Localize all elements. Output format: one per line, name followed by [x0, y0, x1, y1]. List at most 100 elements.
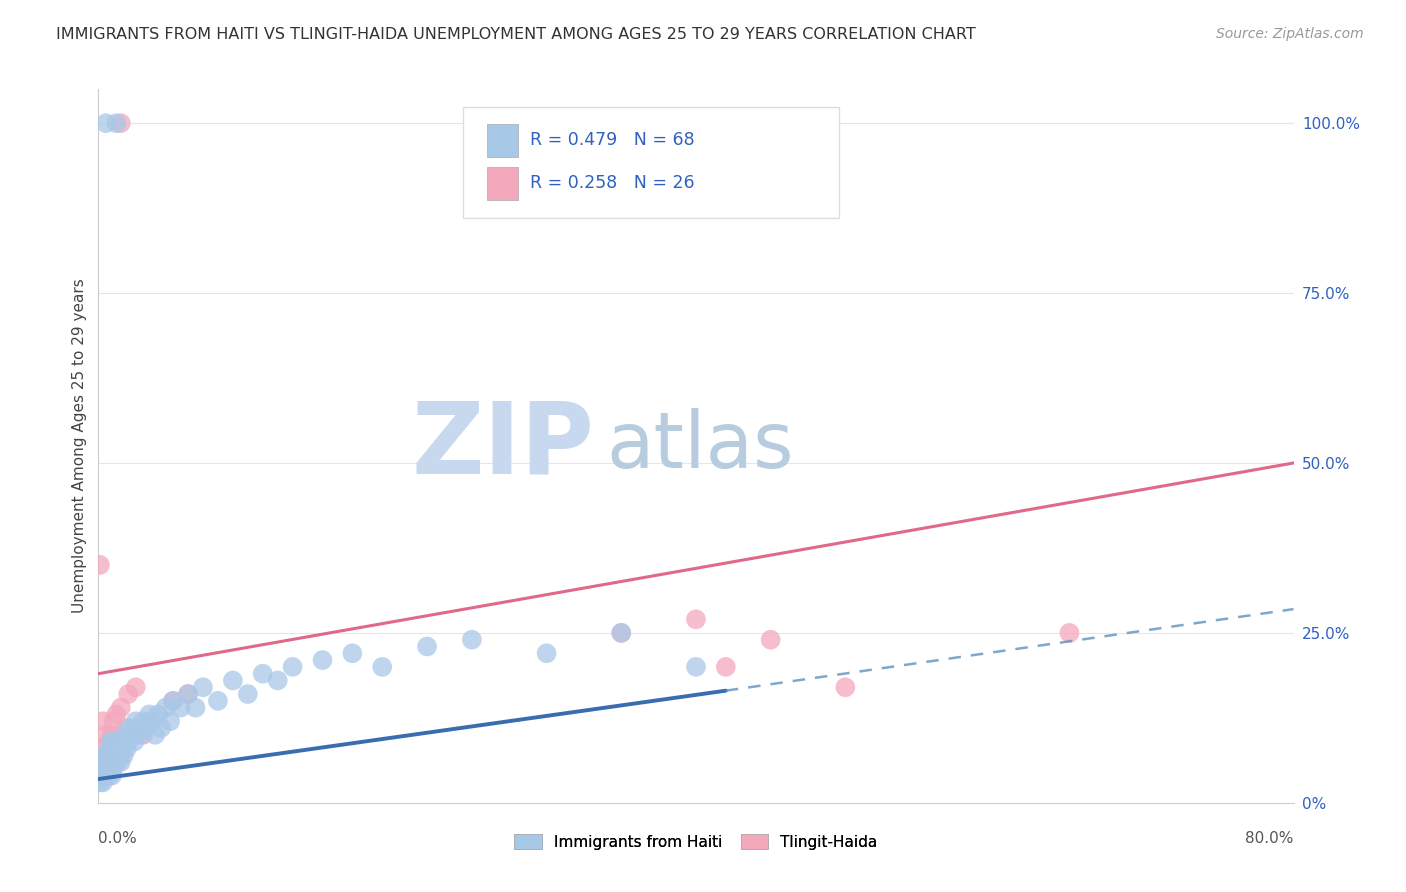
- Point: [1059, 626, 1081, 640]
- Point: [93, 769, 115, 783]
- Point: [96, 762, 118, 776]
- Point: [461, 632, 484, 647]
- Text: IMMIGRANTS FROM HAITI VS TLINGIT-HAIDA UNEMPLOYMENT AMONG AGES 25 TO 29 YEARS CO: IMMIGRANTS FROM HAITI VS TLINGIT-HAIDA U…: [56, 27, 976, 42]
- Point: [101, 748, 124, 763]
- Point: [94, 728, 117, 742]
- Point: [114, 721, 136, 735]
- Legend: Immigrants from Haiti, Tlingit-Haida: Immigrants from Haiti, Tlingit-Haida: [508, 828, 884, 855]
- Point: [129, 728, 152, 742]
- Point: [94, 755, 117, 769]
- Point: [93, 755, 115, 769]
- Point: [162, 694, 184, 708]
- Point: [281, 660, 304, 674]
- Point: [685, 660, 707, 674]
- Point: [222, 673, 245, 688]
- Point: [90, 755, 112, 769]
- Point: [112, 748, 135, 763]
- Point: [94, 116, 117, 130]
- Point: [114, 728, 136, 742]
- Point: [834, 680, 856, 694]
- Point: [104, 755, 127, 769]
- Point: [148, 707, 170, 722]
- Point: [124, 734, 146, 748]
- Point: [98, 741, 122, 756]
- FancyBboxPatch shape: [486, 167, 517, 200]
- Point: [714, 660, 737, 674]
- Point: [610, 626, 633, 640]
- Point: [685, 612, 707, 626]
- Point: [252, 666, 274, 681]
- Text: R = 0.479   N = 68: R = 0.479 N = 68: [530, 131, 695, 149]
- Point: [110, 755, 132, 769]
- Point: [98, 734, 122, 748]
- Point: [101, 728, 124, 742]
- Point: [125, 680, 148, 694]
- Point: [105, 116, 128, 130]
- Y-axis label: Unemployment Among Ages 25 to 29 years: Unemployment Among Ages 25 to 29 years: [72, 278, 87, 614]
- Point: [103, 714, 125, 729]
- FancyBboxPatch shape: [486, 124, 517, 157]
- Point: [135, 721, 157, 735]
- Point: [105, 748, 128, 763]
- Point: [177, 687, 200, 701]
- Point: [90, 769, 112, 783]
- Point: [91, 714, 114, 729]
- Point: [610, 626, 633, 640]
- Point: [110, 700, 132, 714]
- Point: [104, 734, 127, 748]
- Point: [93, 748, 115, 763]
- Point: [141, 714, 163, 729]
- Point: [108, 741, 131, 756]
- Point: [120, 728, 142, 742]
- Point: [132, 728, 155, 742]
- Point: [91, 762, 114, 776]
- Point: [98, 762, 122, 776]
- Point: [150, 721, 173, 735]
- Point: [103, 762, 125, 776]
- Text: 0.0%: 0.0%: [98, 831, 138, 847]
- Point: [132, 714, 155, 729]
- Point: [107, 755, 129, 769]
- Point: [105, 707, 128, 722]
- Point: [97, 755, 120, 769]
- Point: [311, 653, 333, 667]
- Text: Source: ZipAtlas.com: Source: ZipAtlas.com: [1216, 27, 1364, 41]
- Point: [207, 694, 229, 708]
- Point: [143, 728, 166, 742]
- Text: 80.0%: 80.0%: [1246, 831, 1294, 847]
- Point: [371, 660, 394, 674]
- Point: [96, 748, 118, 763]
- Point: [184, 700, 207, 714]
- Point: [125, 714, 148, 729]
- FancyBboxPatch shape: [463, 107, 839, 218]
- Point: [267, 673, 290, 688]
- Point: [169, 700, 191, 714]
- Point: [90, 741, 112, 756]
- Point: [103, 741, 125, 756]
- Point: [342, 646, 364, 660]
- Point: [89, 558, 111, 572]
- Point: [416, 640, 439, 654]
- Point: [97, 734, 120, 748]
- Point: [162, 694, 184, 708]
- Text: atlas: atlas: [606, 408, 794, 484]
- Point: [111, 734, 134, 748]
- Point: [91, 775, 114, 789]
- Point: [236, 687, 259, 701]
- Point: [759, 632, 782, 647]
- Point: [115, 741, 138, 756]
- Point: [98, 755, 122, 769]
- Point: [536, 646, 558, 660]
- Point: [191, 680, 214, 694]
- Point: [89, 762, 111, 776]
- Point: [110, 748, 132, 763]
- Point: [97, 769, 120, 783]
- Point: [118, 721, 141, 735]
- Point: [117, 734, 139, 748]
- Point: [177, 687, 200, 701]
- Text: ZIP: ZIP: [412, 398, 595, 494]
- Point: [110, 116, 132, 130]
- Point: [155, 700, 177, 714]
- Point: [101, 769, 124, 783]
- Point: [94, 769, 117, 783]
